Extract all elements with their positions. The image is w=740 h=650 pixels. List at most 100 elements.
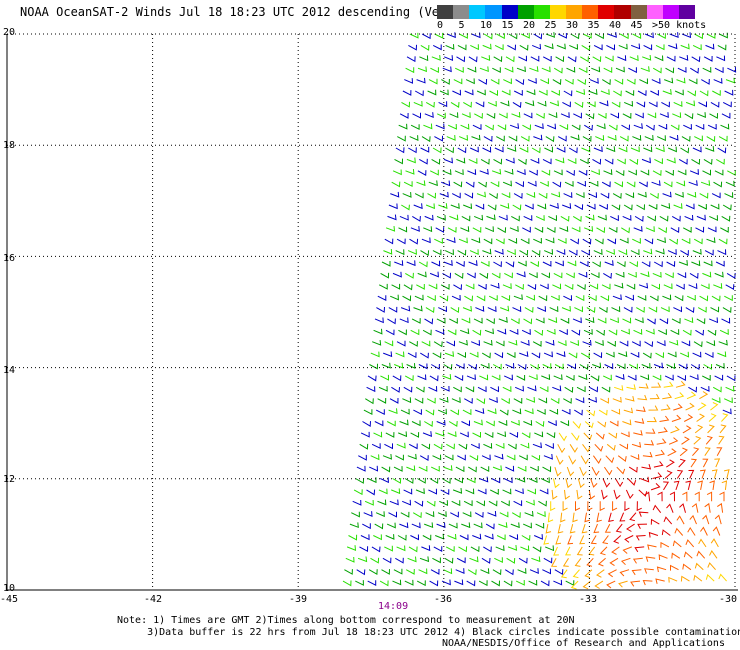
wind-barb	[455, 466, 465, 473]
wind-barb	[399, 522, 409, 529]
wind-barb	[667, 351, 677, 358]
wind-barb	[716, 158, 725, 165]
wind-barb	[557, 523, 564, 534]
wind-barb	[520, 135, 530, 142]
wind-barb	[410, 534, 420, 541]
wind-barb	[391, 488, 401, 495]
wind-barb	[702, 169, 711, 176]
wind-barb	[579, 466, 587, 477]
wind-barb	[655, 44, 665, 51]
wind-barb	[582, 135, 592, 142]
wind-barb	[511, 512, 521, 519]
wind-barb	[461, 112, 471, 119]
wind-barb	[680, 250, 689, 256]
wind-barb	[425, 409, 435, 416]
wind-barb	[389, 397, 399, 404]
wind-barb	[709, 317, 719, 324]
wind-barb	[567, 535, 574, 545]
wind-barb	[554, 260, 564, 267]
wind-barb	[641, 261, 651, 268]
wind-barb	[477, 488, 487, 495]
wind-barb	[472, 329, 482, 336]
wind-barb	[483, 33, 493, 40]
wind-barb	[714, 458, 721, 468]
wind-barb	[604, 260, 614, 266]
wind-barb	[679, 351, 690, 358]
wind-barb	[725, 284, 735, 291]
wind-barb	[390, 191, 400, 198]
wind-barb	[718, 339, 728, 346]
wind-barb	[415, 386, 425, 393]
wind-barb	[595, 33, 604, 40]
wind-barb	[687, 191, 697, 198]
wind-barb	[640, 169, 650, 176]
wind-barb	[678, 363, 688, 370]
wind-barb	[682, 425, 692, 434]
wind-barb	[619, 443, 629, 450]
wind-barb	[707, 226, 717, 233]
wind-barb	[531, 455, 541, 461]
wind-barb	[453, 181, 463, 188]
wind-barb	[694, 33, 703, 40]
wind-barb	[431, 260, 441, 267]
wind-barb	[413, 203, 423, 210]
wind-barb	[654, 55, 664, 62]
wind-barb	[442, 272, 451, 279]
wind-barb	[609, 557, 619, 567]
wind-barb	[542, 158, 552, 165]
wind-barb	[669, 491, 675, 502]
wind-barb	[462, 409, 472, 416]
wind-barb	[549, 203, 559, 209]
wind-barb	[588, 192, 598, 199]
wind-barb	[553, 478, 560, 489]
wind-barb	[537, 100, 547, 107]
wind-barb	[619, 237, 629, 244]
wind-barb	[571, 329, 581, 336]
wind-barb	[480, 466, 490, 473]
wind-barb	[507, 545, 518, 551]
wind-barb	[492, 67, 501, 74]
wind-barb	[677, 67, 687, 73]
wind-barb	[418, 568, 428, 575]
wind-barb	[606, 443, 616, 451]
map-title: NOAA OceanSAT-2 Winds Jul 18 18:23 UTC 2…	[20, 5, 490, 19]
wind-barb	[713, 78, 723, 84]
wind-barb	[405, 168, 415, 175]
wind-barb	[664, 77, 674, 84]
wind-barb	[665, 67, 675, 74]
wind-barb	[443, 568, 453, 575]
wind-barb	[700, 386, 710, 392]
wind-barb	[487, 204, 497, 211]
wind-barb	[662, 191, 672, 198]
wind-barb	[644, 568, 654, 574]
wind-barb	[547, 420, 557, 427]
wind-barb	[561, 408, 571, 415]
wind-barb	[563, 398, 572, 404]
wind-barb	[397, 534, 407, 541]
wind-barb	[562, 203, 572, 209]
wind-barb	[549, 100, 559, 107]
wind-barb	[432, 352, 442, 359]
wind-barb	[469, 249, 479, 255]
wind-barb	[491, 272, 501, 279]
wind-barb	[496, 534, 506, 541]
wind-barb	[444, 557, 454, 564]
wind-barb	[671, 414, 682, 422]
wind-barb	[647, 112, 657, 119]
wind-barb	[501, 89, 511, 96]
wind-barb	[663, 283, 673, 290]
wind-barb	[629, 55, 639, 62]
wind-barb	[493, 56, 503, 63]
wind-barb	[364, 499, 374, 506]
wind-barb	[584, 226, 594, 232]
wind-barb	[424, 112, 434, 118]
wind-barb	[538, 500, 547, 507]
wind-barb	[531, 352, 541, 359]
wind-barb	[615, 271, 625, 278]
wind-barb	[628, 466, 638, 473]
wind-barb	[680, 43, 690, 50]
wind-barb	[559, 124, 569, 131]
wind-barb	[541, 169, 551, 176]
wind-barb	[372, 340, 382, 346]
wind-barb	[643, 44, 653, 51]
